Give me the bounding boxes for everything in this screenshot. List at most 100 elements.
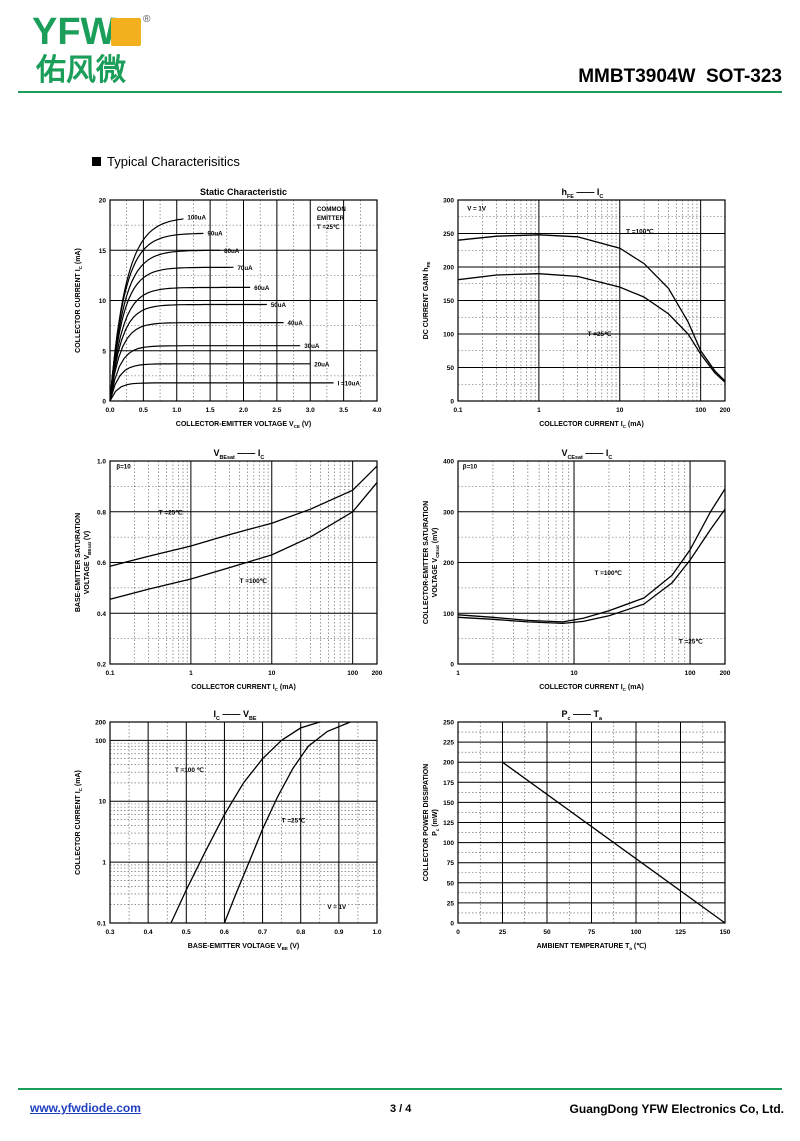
x-tick-label: 1.0 (372, 929, 381, 936)
series-curve (109, 465, 378, 567)
x-tick-label: 0.1 (453, 407, 462, 414)
chart-static: 0.0 0.5 1.0 1.5 2.0 2.5 3.0 3.5 4.0 0 5 10 15 20 Stati… (75, 187, 382, 429)
chart-vcesat: 1 10 100 200 0 100 200 300 400 COLLECTOR CURRENT … (423, 459, 731, 693)
y-tick-label: 100 (443, 332, 454, 339)
website-link[interactable]: www.yfwdiode.com (30, 1101, 141, 1115)
x-axis-label: COLLECTOR-EMITTER VOLTAGE VCE (V) (176, 421, 311, 429)
series-curve (109, 249, 221, 402)
y-tick-label: 0 (450, 662, 454, 669)
x-tick-label: 1 (537, 407, 541, 414)
x-tick-label: 0 (456, 929, 460, 936)
series-label: I =10uA (338, 380, 361, 387)
y-tick-label: 200 (95, 720, 106, 727)
logo-accent-block (111, 18, 141, 46)
y-tick-label: 175 (443, 780, 454, 787)
y-axis-label: DC CURRENT GAIN hFE (423, 262, 431, 340)
x-tick-label: 0.1 (105, 670, 114, 677)
series-label: T =25℃ (282, 817, 306, 824)
section-heading: Typical Characterisitics (92, 154, 240, 169)
series-label: T =25℃ (679, 639, 703, 646)
series-curve (170, 721, 320, 924)
x-tick-label: 0.4 (144, 929, 153, 936)
series-label: T =100℃ (626, 229, 653, 236)
series-curve (109, 303, 267, 402)
y-tick-label: 5 (102, 348, 106, 355)
series-label: T =25℃ (159, 509, 183, 516)
y-tick-label: 250 (443, 231, 454, 238)
y-tick-label: 0.1 (97, 921, 106, 928)
x-tick-label: 50 (543, 929, 551, 936)
logo-registered-mark: ® (143, 14, 151, 25)
y-tick-label: 400 (443, 459, 454, 466)
series-label: 60uA (254, 285, 270, 292)
y-tick-label: 0.6 (97, 560, 106, 567)
series-curve (109, 232, 204, 402)
x-tick-label: 0.9 (334, 929, 343, 936)
series-label: 80uA (224, 248, 240, 255)
logo-latin-text: YFW (32, 11, 117, 53)
chart-note: COMMON (317, 206, 346, 213)
chart-note: β=10 (463, 464, 478, 471)
y-axis-label: COLLECTOR POWER DISSIPATION (423, 764, 430, 881)
x-tick-label: 2.0 (239, 407, 248, 414)
x-tick-label: 0.3 (105, 929, 114, 936)
x-tick-label: 1.0 (172, 407, 181, 414)
y-tick-label: 0.2 (97, 662, 106, 669)
y-tick-label: 225 (443, 740, 454, 747)
company-logo: YFW ® 佑风微 (30, 8, 160, 88)
series-curve (457, 273, 726, 383)
x-tick-label: 200 (720, 407, 731, 414)
chart-note: V = 1V (327, 904, 347, 911)
y-tick-label: 125 (443, 820, 454, 827)
chart-vbesat: 0.1 1 10 100 200 0.2 0.4 0.6 0.8 1.0 COLLECTOR CUR… (75, 459, 383, 693)
x-tick-label: 10 (616, 407, 624, 414)
y-tick-label: 150 (443, 298, 454, 305)
series-label: 100uA (187, 215, 206, 222)
y-tick-label: 0 (450, 399, 454, 406)
chart-title: Static Characteristic (200, 187, 287, 197)
chart-note: β=10 (116, 464, 131, 471)
y-axis-label-line2: Pc (mW) (432, 809, 440, 836)
x-tick-label: 0.5 (182, 929, 191, 936)
y-tick-label: 100 (443, 611, 454, 618)
y-tick-label: 50 (447, 880, 455, 887)
chart-title: hFE —— IC (562, 187, 604, 200)
series-curve (109, 286, 251, 402)
x-tick-label: 125 (675, 929, 686, 936)
footer-divider (18, 1088, 782, 1090)
series-label: T =100℃ (240, 578, 267, 585)
series-label: 20uA (314, 361, 330, 368)
y-tick-label: 50 (447, 365, 455, 372)
series-curve (223, 721, 351, 924)
series-label: 30uA (304, 343, 320, 350)
series-curve (109, 218, 184, 402)
company-name: GuangDong YFW Electronics Co, Ltd. (569, 1102, 784, 1116)
series-label: T =25℃ (588, 331, 612, 338)
y-tick-label: 250 (443, 720, 454, 727)
y-tick-label: 300 (443, 509, 454, 516)
x-tick-label: 150 (720, 929, 731, 936)
chart-note: T =25℃ (317, 224, 340, 231)
series-label: T =100℃ (594, 570, 621, 577)
y-tick-label: 100 (95, 738, 106, 745)
x-tick-label: 0.0 (105, 407, 114, 414)
y-axis-label: COLLECTOR-EMITTER SATURATION (423, 501, 430, 624)
x-tick-label: 0.5 (139, 407, 148, 414)
y-tick-label: 200 (443, 760, 454, 767)
y-tick-label: 0.4 (97, 611, 106, 618)
y-axis-label: BASE-EMITTER SATURATION (75, 513, 82, 612)
chart-note: V = 1V (467, 206, 487, 213)
x-axis-label: COLLECTOR CURRENT IC (mA) (539, 684, 644, 692)
x-tick-label: 75 (588, 929, 596, 936)
series-label: 90uA (207, 231, 223, 238)
y-tick-label: 0 (102, 399, 106, 406)
chart-title: IC —— VBE (214, 709, 257, 722)
series-curve (109, 266, 234, 402)
y-tick-label: 150 (443, 800, 454, 807)
y-tick-label: 100 (443, 840, 454, 847)
x-tick-label: 4.0 (372, 407, 381, 414)
x-tick-label: 2.5 (272, 407, 281, 414)
x-tick-label: 100 (685, 670, 696, 677)
x-tick-label: 25 (499, 929, 507, 936)
series-label: T =100 ℃ (175, 767, 204, 774)
